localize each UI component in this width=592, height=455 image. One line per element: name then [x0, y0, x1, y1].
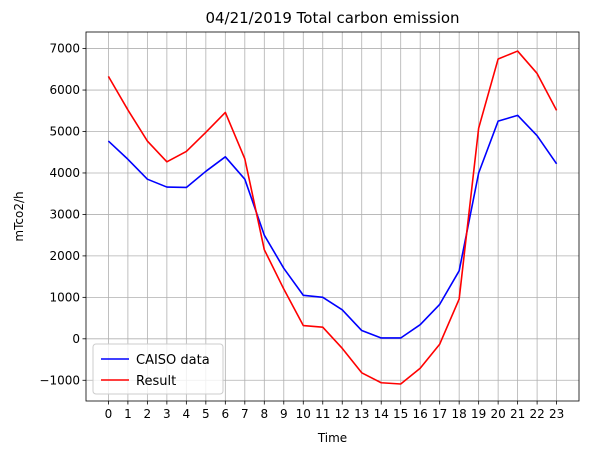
y-tick-label: 1000 [49, 290, 80, 304]
y-tick-label: −1000 [39, 373, 80, 387]
x-tick-label: 19 [471, 407, 486, 421]
x-tick-label: 18 [452, 407, 467, 421]
legend-label-caiso-data: CAISO data [136, 353, 210, 368]
x-tick-label: 3 [163, 407, 171, 421]
x-tick-label: 16 [413, 407, 428, 421]
y-tick-label: 5000 [49, 125, 80, 139]
y-tick-label: 0 [72, 332, 80, 346]
x-tick-label: 7 [241, 407, 249, 421]
chart-title: 04/21/2019 Total carbon emission [205, 9, 459, 27]
x-tick-label: 22 [529, 407, 544, 421]
y-tick-label: 7000 [49, 42, 80, 56]
x-tick-label: 9 [280, 407, 288, 421]
x-tick-label: 13 [354, 407, 369, 421]
x-tick-label: 12 [335, 407, 350, 421]
x-tick-label: 10 [296, 407, 311, 421]
x-tick-label: 6 [222, 407, 230, 421]
y-tick-label: 4000 [49, 166, 80, 180]
series-line-result [107, 50, 558, 385]
y-tick-label: 2000 [49, 249, 80, 263]
x-tick-label: 14 [374, 407, 389, 421]
x-axis-label: Time [317, 431, 347, 445]
ticks: 0 1 2 3 4 5 6 7 8 9 10 11 12 13 14 15 16 17 18 19 20 21 22 23−1… [39, 42, 564, 421]
legend-label-result: Result [136, 374, 176, 389]
legend: CAISO data Result [92, 343, 224, 395]
axes [85, 31, 580, 402]
grid [86, 32, 579, 401]
x-tick-label: 4 [183, 407, 191, 421]
y-tick-label: 3000 [49, 207, 80, 221]
x-tick-label: 11 [315, 407, 330, 421]
series-line-caiso-data [107, 114, 558, 339]
x-tick-label: 0 [105, 407, 113, 421]
y-tick-label: 6000 [49, 83, 80, 97]
x-tick-label: 8 [260, 407, 268, 421]
x-tick-label: 5 [202, 407, 210, 421]
series-group [107, 50, 558, 385]
x-tick-label: 17 [432, 407, 447, 421]
plot-frame [85, 31, 580, 402]
x-tick-label: 21 [510, 407, 525, 421]
y-axis-label: mTco2/h [12, 191, 26, 241]
x-tick-label: 2 [144, 407, 152, 421]
legend-box [92, 343, 224, 395]
x-tick-label: 1 [124, 407, 132, 421]
x-tick-label: 23 [549, 407, 564, 421]
x-tick-label: 15 [393, 407, 408, 421]
x-tick-label: 20 [490, 407, 505, 421]
